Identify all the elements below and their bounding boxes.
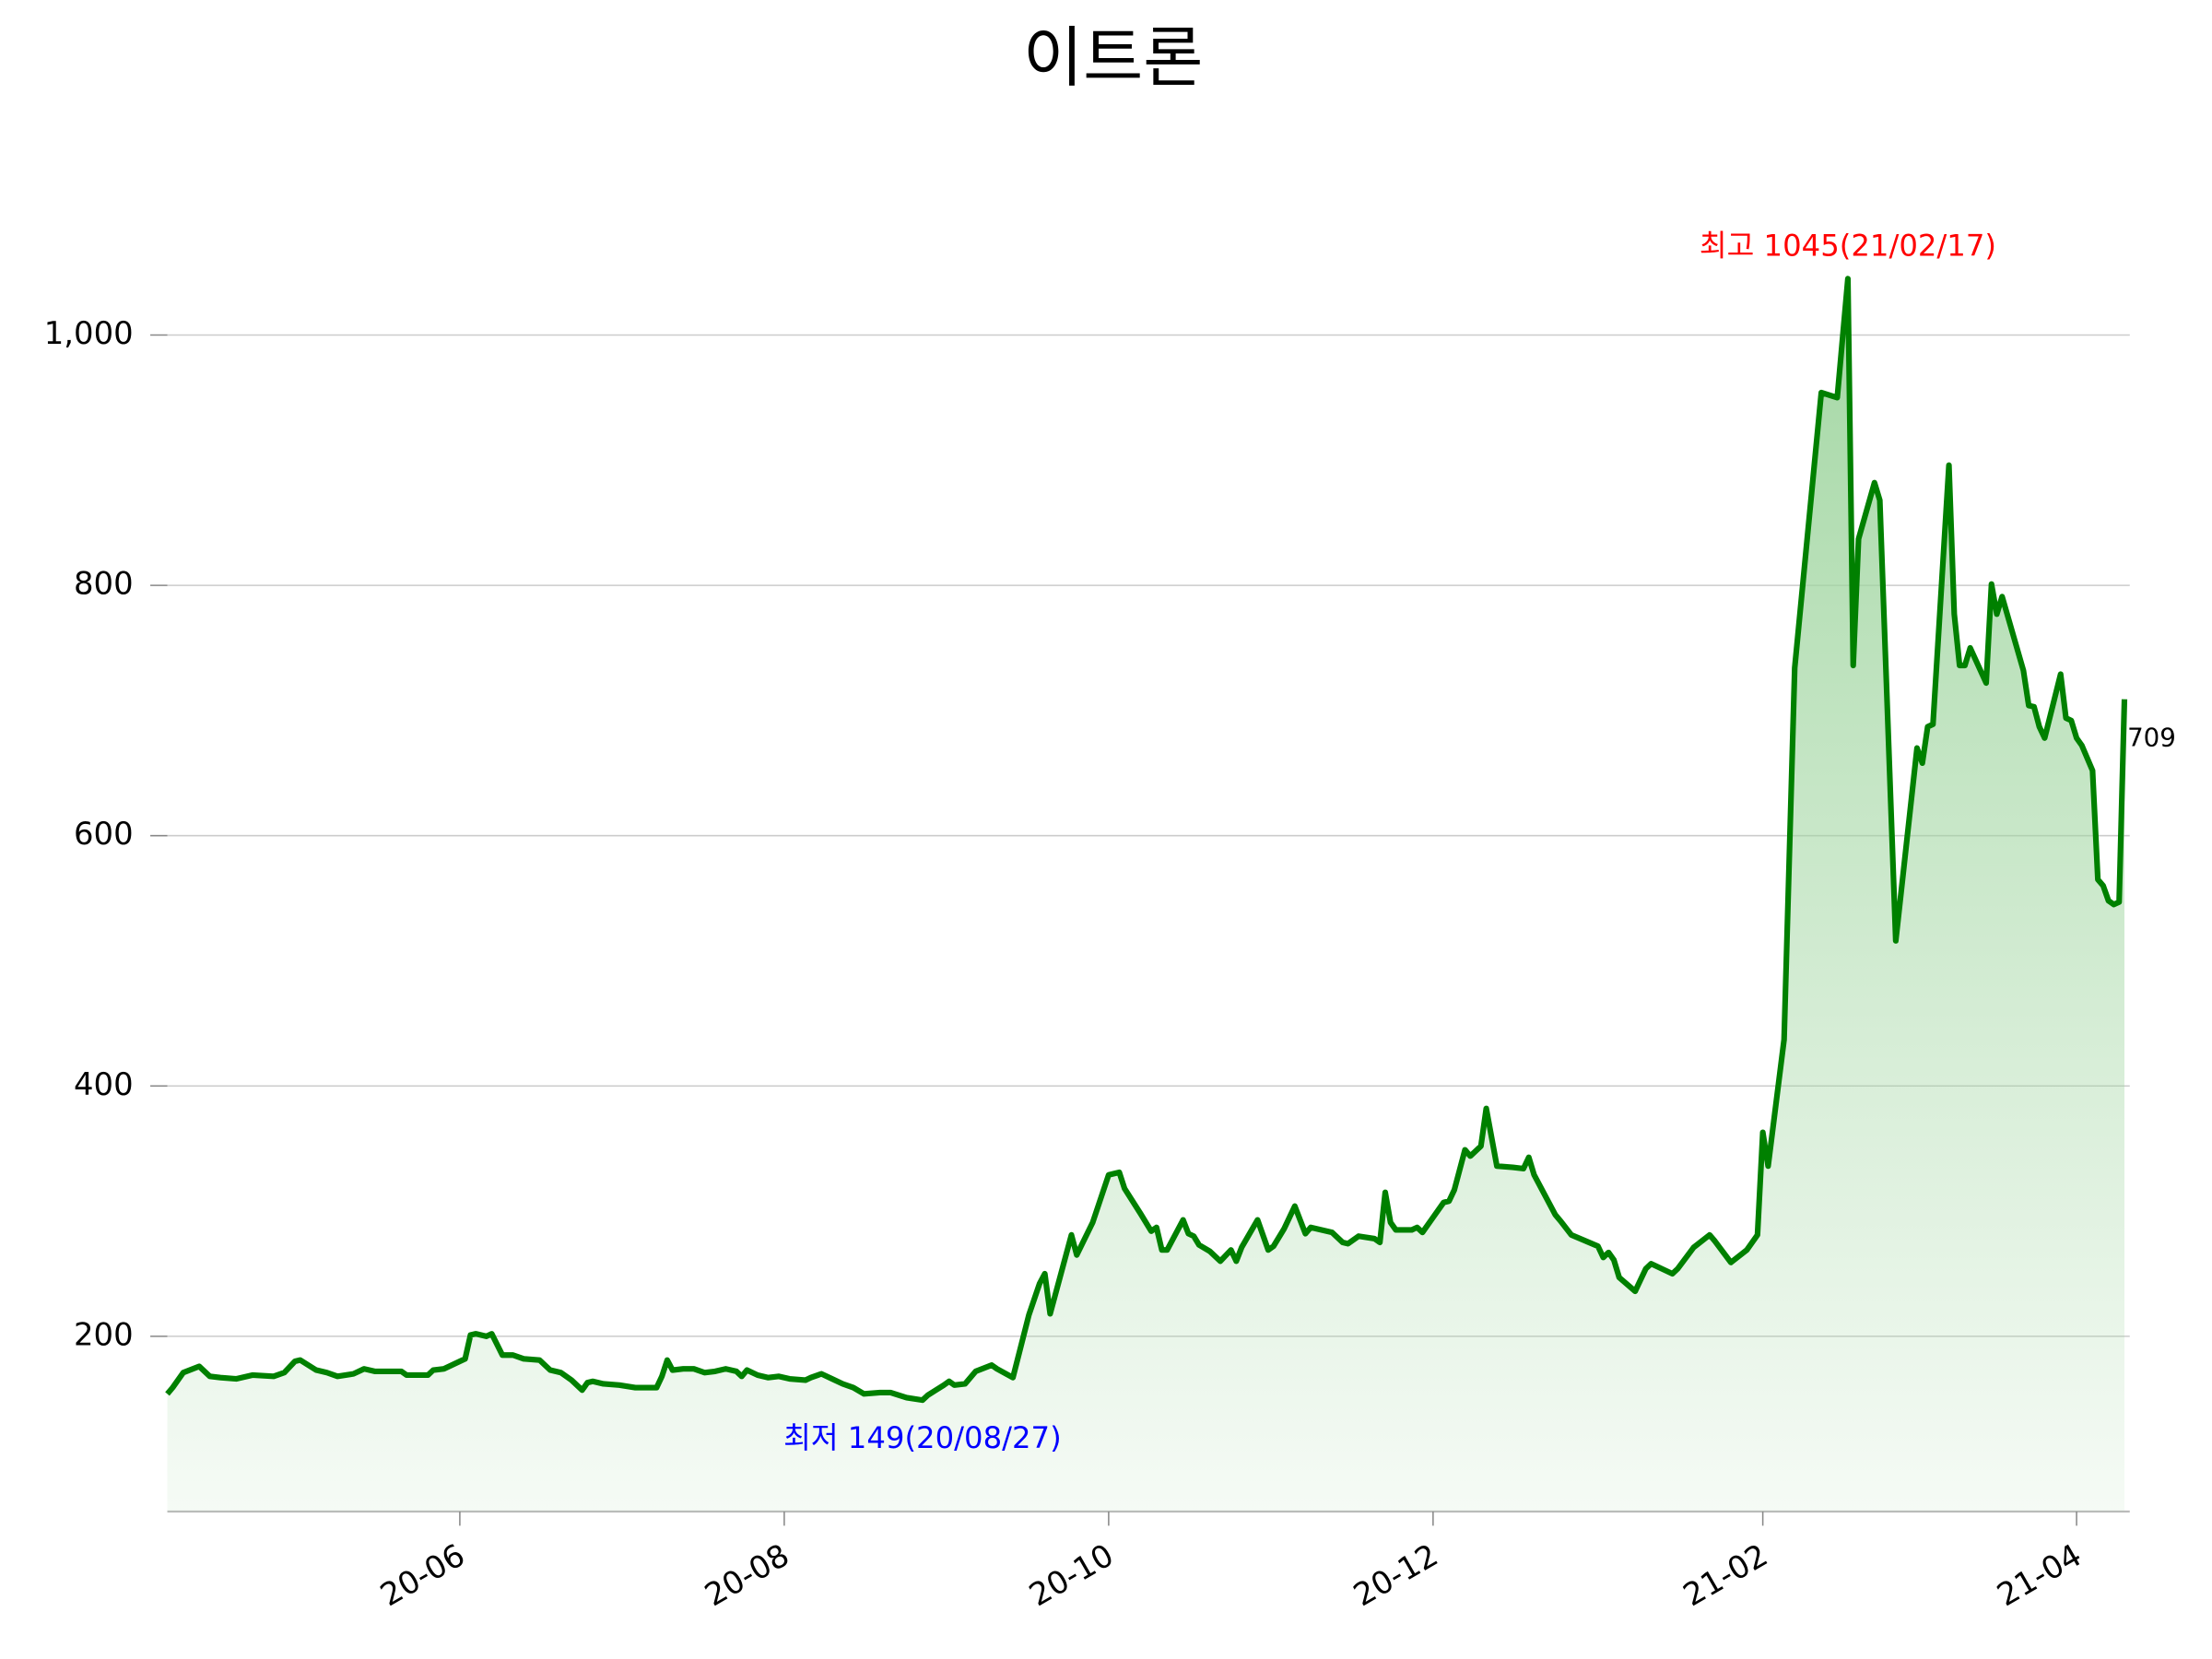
- y-tick-label: 800: [74, 566, 134, 602]
- y-tick-label: 200: [74, 1316, 134, 1352]
- x-tick-label: 21-04: [1991, 1537, 2088, 1614]
- line: [165, 276, 2128, 1404]
- x-tick-label: 20-12: [1347, 1537, 1444, 1614]
- y-tick-label: 1,000: [44, 315, 134, 351]
- x-tick-label: 20-08: [699, 1537, 795, 1614]
- annotation: 최저 149(20/08/27): [783, 1420, 1062, 1455]
- chart-title: 이트론: [1023, 19, 1203, 96]
- y-tick-label: 600: [74, 816, 134, 852]
- x-tick-label: 20-10: [1023, 1537, 1120, 1614]
- y-tick-label: 400: [74, 1066, 134, 1102]
- x-tick-label: 21-02: [1677, 1537, 1774, 1614]
- annotation: 최고 1045(21/02/17): [1700, 229, 1996, 264]
- x-tick-label: 20-06: [374, 1537, 471, 1614]
- last-value-label: 709: [2127, 723, 2176, 753]
- area: [167, 278, 2124, 1512]
